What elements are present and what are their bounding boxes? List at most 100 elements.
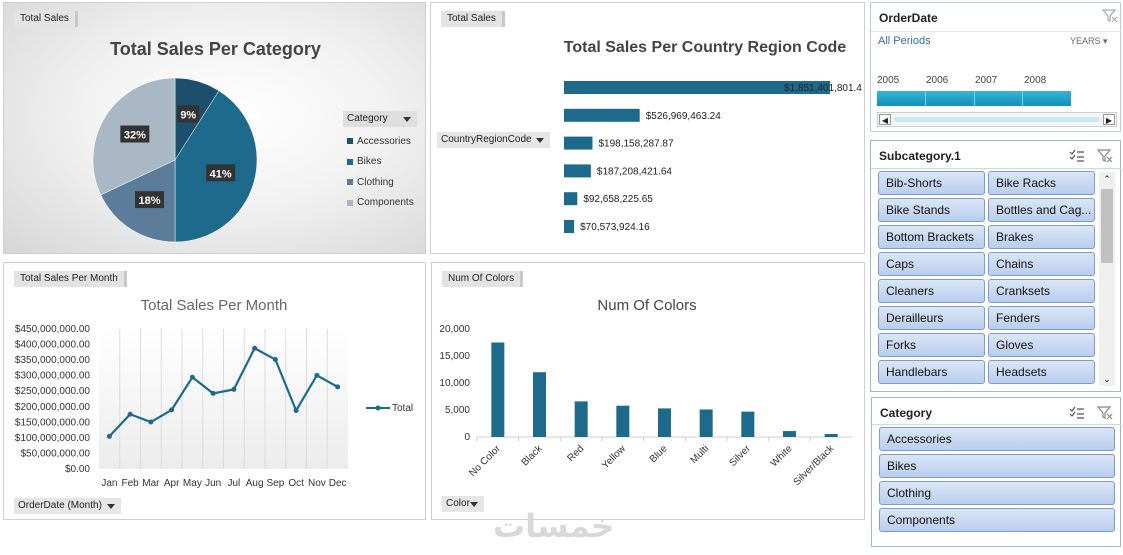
country-bar[interactable] [564, 192, 578, 206]
data-point[interactable] [189, 374, 195, 380]
subcategory-tile[interactable]: Handlebars [878, 360, 985, 384]
category-tile[interactable]: Bikes [879, 454, 1115, 478]
subcategory-tile[interactable]: Cranksets [988, 279, 1095, 303]
data-point[interactable] [169, 407, 175, 413]
x-tick-label: Silver [727, 443, 753, 469]
timeline-level-dropdown[interactable]: YEARS ▾ [1070, 36, 1108, 47]
country-bar-chart: $1,851,401,801.4 $526,969,463.24 $198,158,… [564, 81, 862, 233]
pie-field-tag[interactable]: Total Sales [14, 11, 78, 27]
series-line[interactable] [108, 346, 339, 438]
subcategory-tile[interactable]: Headsets [988, 360, 1095, 384]
country-bar[interactable] [564, 220, 575, 233]
country-bar[interactable] [564, 164, 591, 178]
color-bar[interactable] [533, 372, 546, 437]
scroll-thumb[interactable] [1101, 189, 1113, 263]
scroll-right-icon[interactable]: ▶ [1103, 114, 1115, 125]
scroll-down-icon[interactable]: ⌄ [1103, 374, 1111, 384]
color-bar[interactable] [491, 342, 505, 438]
x-tick-label: Silver/Black [792, 443, 837, 488]
data-point[interactable] [231, 386, 237, 392]
timeline-scrollbar[interactable]: ◀ ▶ [877, 112, 1117, 127]
data-point[interactable] [335, 384, 341, 390]
x-tick-label: Multi [689, 443, 712, 466]
timeline-year-label[interactable]: 2006 [926, 75, 949, 86]
timeline-year-label[interactable]: 2005 [877, 75, 900, 86]
orderdate-month-filter-button[interactable]: OrderDate (Month) [14, 498, 121, 514]
colors-field-tag[interactable]: Num Of Colors [442, 271, 524, 287]
colors-chart-title: Num Of Colors [597, 297, 697, 314]
country-chart-title: Total Sales Per Country Region Code [563, 39, 847, 56]
subcategory-tile[interactable]: Bike Stands [878, 198, 985, 222]
clear-filter-icon[interactable] [1097, 406, 1113, 420]
data-point[interactable] [314, 372, 320, 378]
color-bar[interactable] [824, 434, 838, 437]
legend-label: Accessories [357, 135, 411, 147]
colors-bar-chart: 0 5,000 10,000 15,000 20,000 No Color Black Red… [439, 324, 852, 488]
color-bar[interactable] [616, 405, 630, 437]
x-tick-label: Sep [266, 478, 284, 489]
country-bar[interactable] [564, 136, 593, 150]
scroll-left-icon[interactable]: ◀ [879, 114, 891, 125]
scroll-thumb[interactable] [894, 117, 1100, 122]
subcategory-tile[interactable]: Bike Racks [988, 171, 1095, 195]
x-tick-label: Nov [308, 478, 326, 489]
pie-legend: Category Accessories Bikes Clothing Compone… [341, 109, 419, 209]
country-bar-panel: Total Sales Total Sales Per Country Regi… [430, 2, 865, 254]
x-tick-label: Feb [122, 478, 140, 489]
country-field-tag[interactable]: Total Sales [441, 11, 505, 27]
data-point[interactable] [210, 390, 216, 396]
color-bar[interactable] [783, 431, 796, 437]
subcategory-tile[interactable]: Gloves [988, 333, 1095, 357]
multi-select-icon[interactable] [1069, 149, 1085, 163]
subcategory-tile[interactable]: Bottom Brackets [878, 225, 985, 249]
y-tick-label: 15,000 [439, 351, 470, 362]
data-point[interactable] [272, 356, 278, 362]
timeline-year-label[interactable]: 2007 [975, 75, 998, 86]
color-bar[interactable] [658, 408, 671, 437]
x-tick-label: Yellow [600, 443, 629, 472]
data-point[interactable] [252, 345, 258, 351]
subcategory-tile[interactable]: Bib-Shorts [878, 171, 985, 195]
color-bar[interactable] [741, 411, 755, 437]
month-field-tag[interactable]: Total Sales Per Month [14, 271, 127, 287]
data-point[interactable] [127, 411, 133, 417]
clear-filter-icon[interactable] [1097, 149, 1113, 163]
country-bar[interactable] [564, 81, 830, 94]
color-bar[interactable] [574, 401, 588, 437]
subcategory-tile[interactable]: Brakes [988, 225, 1095, 249]
pie-data-label-box [206, 164, 236, 182]
country-bar[interactable] [564, 108, 640, 122]
legend-label: Clothing [357, 176, 394, 188]
category-legend-filter-button[interactable]: Category [343, 111, 417, 127]
color-bar[interactable] [699, 409, 713, 437]
subcategory-tile[interactable]: Fenders [988, 306, 1095, 330]
month-line-chart: $0.00 $50,000,000.00 $100,000,000.00 $150,0… [15, 324, 413, 489]
country-region-filter-button[interactable]: CountryRegionCode [437, 132, 550, 148]
color-filter-button[interactable]: Color [442, 496, 484, 512]
y-tick-label: 0 [464, 432, 470, 443]
x-tick-label: May [183, 478, 202, 489]
data-point[interactable] [148, 419, 154, 425]
category-tile[interactable]: Accessories [879, 427, 1115, 451]
subcategory-scrollbar[interactable]: ⌃ ⌄ [1099, 172, 1115, 386]
subcategory-tile[interactable]: Caps [878, 252, 985, 276]
x-tick-label: Blue [648, 443, 670, 465]
subcategory-tile[interactable]: Forks [878, 333, 985, 357]
scroll-up-icon[interactable]: ⌃ [1103, 174, 1111, 184]
subcategory-tile[interactable]: Cleaners [878, 279, 985, 303]
data-point[interactable] [293, 408, 299, 414]
subcategory-tile[interactable]: Bottles and Cag... [988, 198, 1095, 222]
category-tile[interactable]: Components [879, 508, 1115, 532]
category-tile[interactable]: Clothing [879, 481, 1115, 505]
y-tick-label: $450,000,000.00 [15, 324, 91, 335]
data-point[interactable] [106, 433, 112, 439]
watermark-logo: خمسات [493, 507, 615, 545]
timeline-title: OrderDate [879, 11, 938, 25]
multi-select-icon[interactable] [1069, 406, 1085, 420]
subcategory-tile[interactable]: Chains [988, 252, 1095, 276]
legend-item: Bikes [347, 152, 414, 173]
timeline-year-label[interactable]: 2008 [1024, 75, 1047, 86]
subcategory-tile[interactable]: Derailleurs [878, 306, 985, 330]
y-tick-label: $200,000,000.00 [15, 402, 91, 413]
clear-filter-icon[interactable] [1102, 9, 1118, 23]
